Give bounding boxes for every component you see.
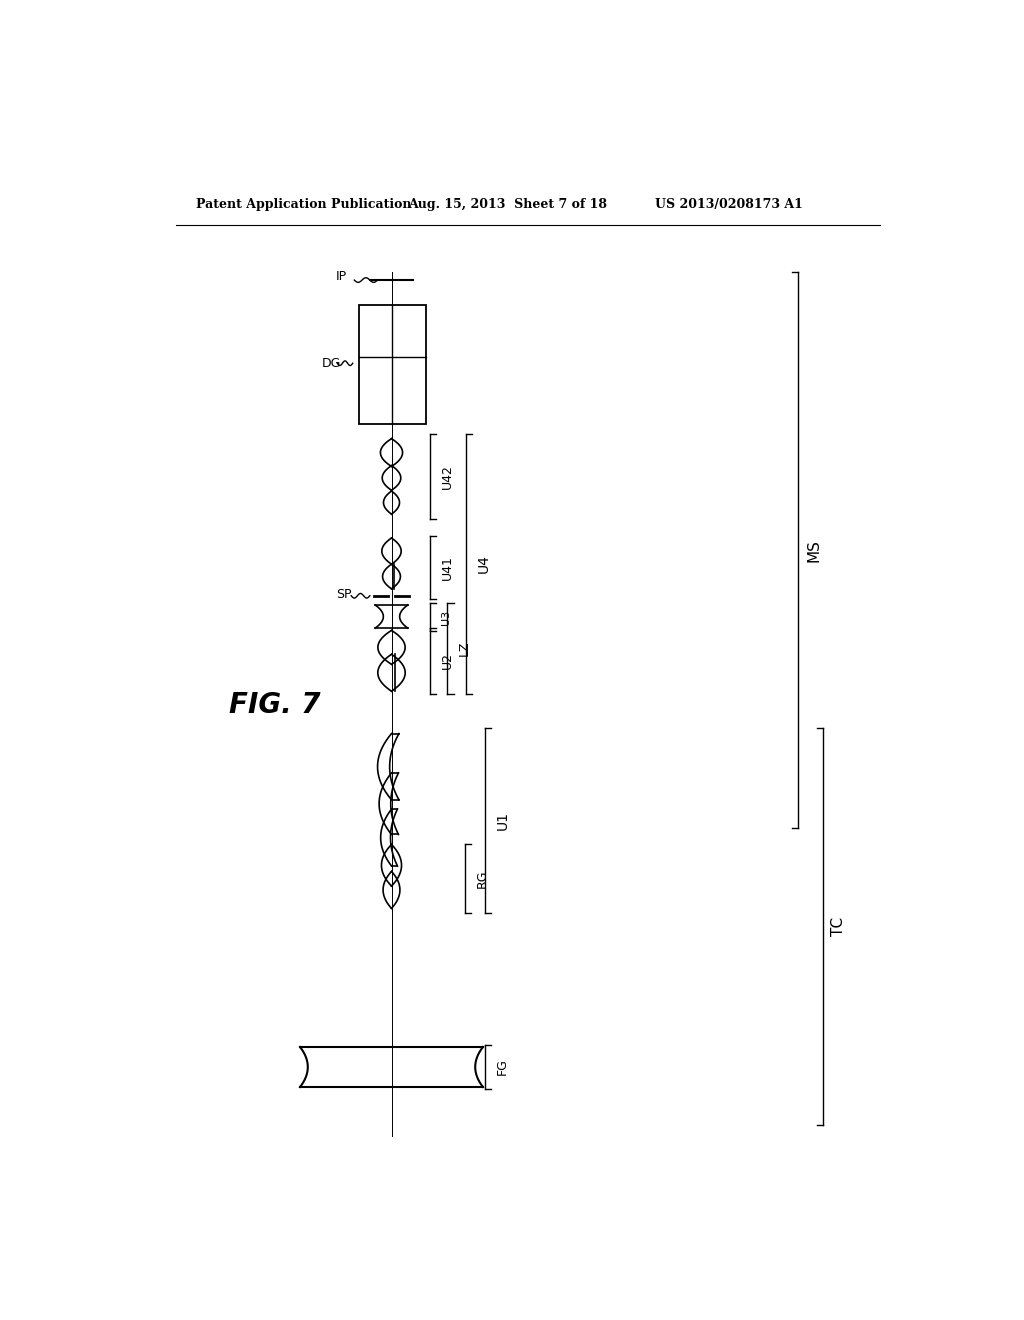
Text: Aug. 15, 2013  Sheet 7 of 18: Aug. 15, 2013 Sheet 7 of 18: [409, 198, 607, 211]
Text: TC: TC: [830, 917, 846, 936]
Text: U3: U3: [441, 610, 452, 624]
Text: U1: U1: [496, 810, 509, 830]
Text: U2: U2: [441, 652, 454, 669]
Text: U41: U41: [441, 554, 454, 579]
Text: US 2013/0208173 A1: US 2013/0208173 A1: [655, 198, 803, 211]
Text: IP: IP: [336, 271, 347, 284]
Text: MS: MS: [806, 539, 821, 562]
Text: RG: RG: [476, 869, 489, 887]
Text: U42: U42: [441, 463, 454, 488]
Text: DG: DG: [322, 356, 341, 370]
Text: FIG. 7: FIG. 7: [228, 690, 321, 719]
Text: U4: U4: [477, 554, 490, 573]
Text: FG: FG: [496, 1059, 508, 1076]
Text: LZ: LZ: [458, 640, 471, 656]
Text: Patent Application Publication: Patent Application Publication: [197, 198, 412, 211]
Bar: [359, 305, 426, 424]
Text: SP: SP: [336, 589, 351, 602]
